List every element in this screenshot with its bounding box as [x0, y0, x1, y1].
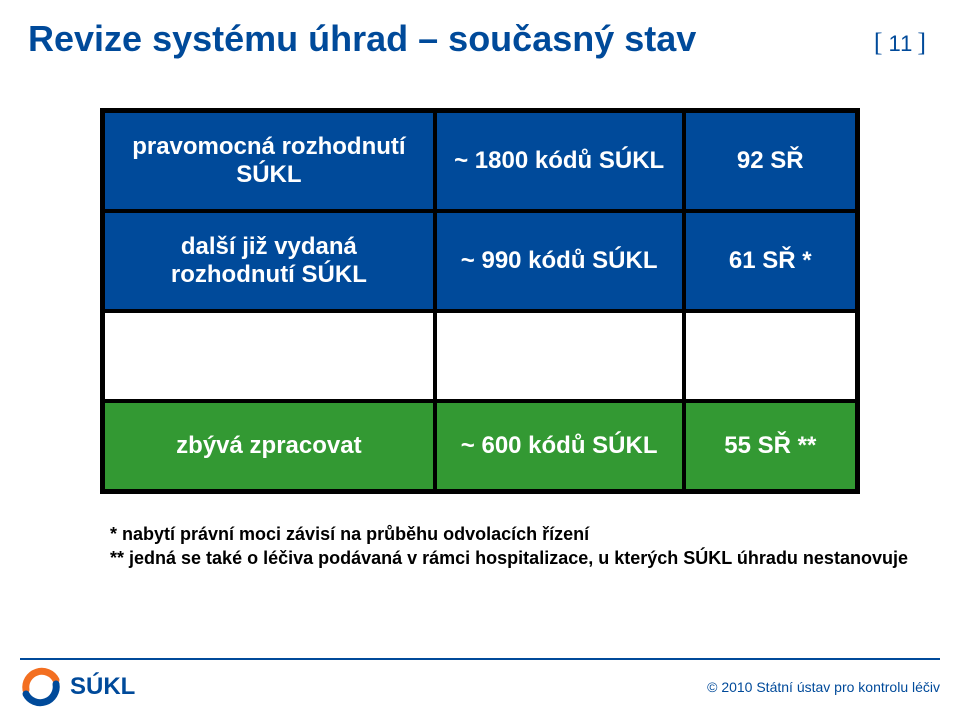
footnote-2: ** jedná se také o léčiva podávaná v rám… — [110, 546, 960, 570]
cell-extra: 587 SŘ * — [684, 311, 857, 401]
footnotes: * nabytí právní moci závisí na průběhu o… — [110, 522, 960, 571]
logo-icon — [20, 666, 62, 708]
cell-value: ~ 5640 kódů SÚKL — [435, 311, 684, 401]
logo-text: SÚKL — [70, 673, 135, 701]
cell-extra: 61 SŘ * — [684, 211, 857, 311]
cell-label: další již vydaná rozhodnutí SÚKL — [103, 211, 435, 311]
cell-extra: 55 SŘ ** — [684, 401, 857, 491]
slide-header: Revize systému úhrad – současný stav [11… — [0, 0, 960, 60]
table-row: další již vydaná rozhodnutí SÚKL ~ 990 k… — [103, 211, 857, 311]
page-number-value: 11 — [884, 31, 917, 56]
page-number: [11] — [874, 28, 928, 58]
cell-value: ~ 1800 kódů SÚKL — [435, 111, 684, 211]
table-row: pravomocná rozhodnutí SÚKL ~ 1800 kódů S… — [103, 111, 857, 211]
slide-footer: SÚKL © 2010 Státní ústav pro kontrolu lé… — [0, 658, 960, 718]
sukl-logo: SÚKL — [20, 666, 135, 708]
cell-label: zbývá zpracovat — [103, 401, 435, 491]
table-row: rozpracováno ~ 5640 kódů SÚKL 587 SŘ * — [103, 311, 857, 401]
cell-label: rozpracováno — [103, 311, 435, 401]
cell-value: ~ 600 kódů SÚKL — [435, 401, 684, 491]
cell-extra: 92 SŘ — [684, 111, 857, 211]
copyright-text: © 2010 Státní ústav pro kontrolu léčiv — [707, 679, 940, 695]
cell-value: ~ 990 kódů SÚKL — [435, 211, 684, 311]
cell-label: pravomocná rozhodnutí SÚKL — [103, 111, 435, 211]
table-row: zbývá zpracovat ~ 600 kódů SÚKL 55 SŘ ** — [103, 401, 857, 491]
slide-title: Revize systému úhrad – současný stav — [28, 18, 696, 60]
status-table: pravomocná rozhodnutí SÚKL ~ 1800 kódů S… — [100, 108, 860, 494]
footnote-1: * nabytí právní moci závisí na průběhu o… — [110, 522, 960, 546]
